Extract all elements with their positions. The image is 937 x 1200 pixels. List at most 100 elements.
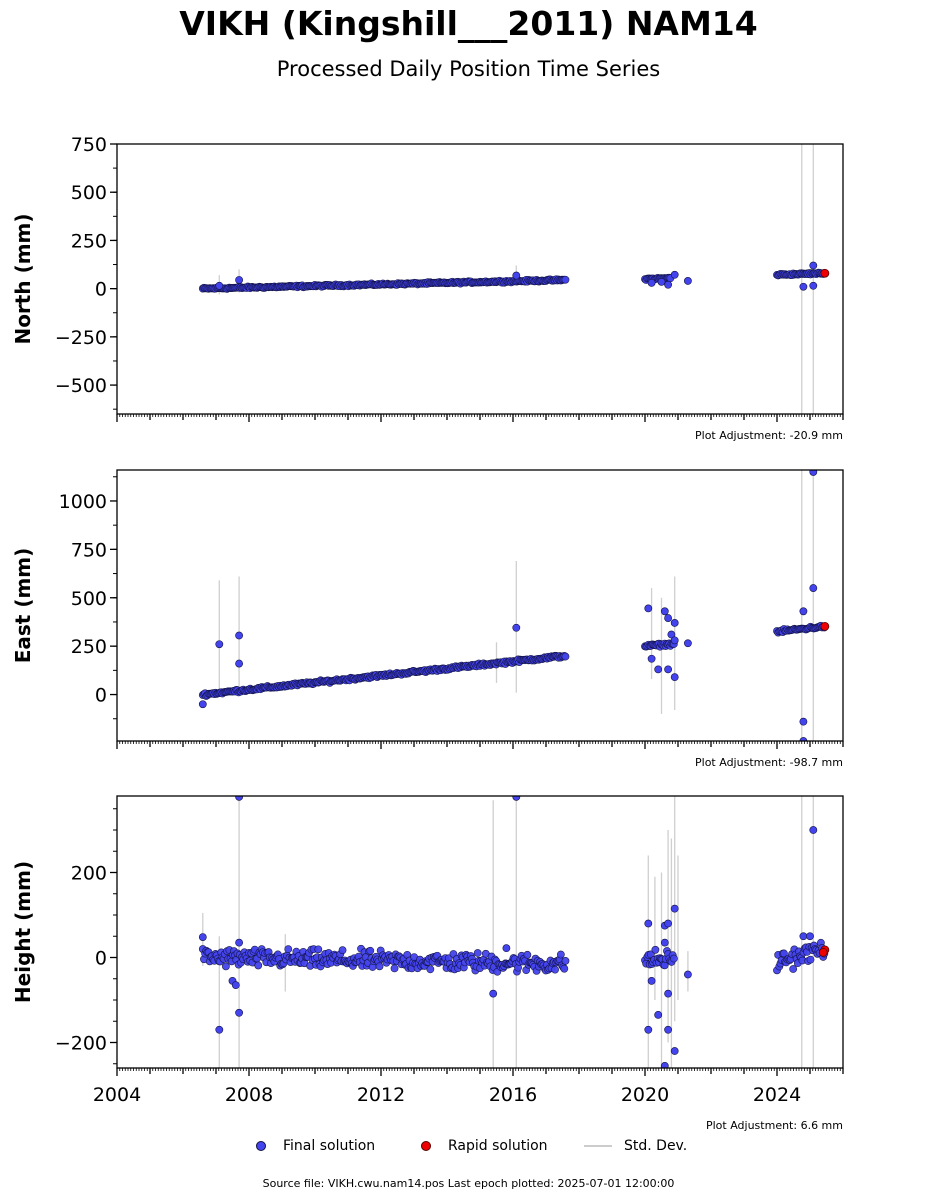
final-solution-point [664, 665, 672, 674]
final-solution-point [647, 976, 656, 985]
final-solution-point [809, 281, 818, 290]
final-solution-point [809, 470, 818, 476]
rapid-solution-marker-icon [421, 1141, 431, 1151]
y-tick-label: 500 [71, 588, 107, 610]
chart-title: VIKH (Kingshill___2011) NAM14 [179, 4, 758, 43]
y-tick-label: 0 [95, 279, 107, 301]
final-solution-point [338, 946, 347, 955]
y-tick-label: 200 [71, 863, 107, 885]
final-solution-point [221, 962, 230, 971]
final-solution-point [809, 261, 818, 270]
y-axis-label: East (mm) [11, 548, 35, 664]
x-tick-label: 2008 [225, 1084, 273, 1106]
rapid-solution-point [818, 948, 828, 957]
plot-adjustment-note: Plot Adjustment: 6.6 mm [706, 1119, 843, 1132]
final-solution-point [512, 796, 521, 801]
final-solution-point [561, 652, 570, 661]
final-solution-point [556, 950, 565, 959]
plot-area [198, 144, 830, 414]
final-solution-point [473, 949, 482, 957]
chart-subtitle: Processed Daily Position Time Series [276, 57, 661, 81]
final-solution-point [314, 945, 323, 954]
final-solution-point [375, 962, 384, 971]
final-solution-point [235, 796, 243, 801]
final-solution-point [684, 639, 692, 648]
final-solution-point [669, 954, 678, 963]
panel-north: 750 500 250 0 −250 −500 North (mm) Plot Adjustm… [11, 134, 844, 442]
final-solution-point [651, 945, 660, 954]
final-solution-point [284, 945, 293, 954]
final-solution-point [799, 282, 808, 291]
final-solution-point [806, 932, 814, 941]
legend-rapid: Rapid solution [421, 1138, 548, 1154]
y-tick-label: −200 [55, 1033, 107, 1055]
y-tick-label: 250 [71, 636, 107, 658]
final-solution-point [660, 1061, 669, 1068]
final-solution-point [512, 271, 521, 280]
final-solution-point [235, 631, 243, 640]
final-solution-point [667, 630, 676, 639]
final-solution-point [198, 933, 207, 941]
final-solution-point [664, 614, 672, 622]
x-tick-label: 2012 [357, 1084, 405, 1106]
y-tick-label: 750 [71, 134, 107, 156]
std-dev-line-icon [584, 1145, 612, 1147]
plot-area [198, 470, 830, 741]
y-tick-label: 250 [71, 230, 107, 252]
final-solution-marker-icon [256, 1141, 266, 1151]
final-solution-point [644, 604, 653, 613]
source-footer: Source file: VIKH.cwu.nam14.pos Last epo… [262, 1177, 675, 1190]
y-tick-label: 500 [71, 182, 107, 204]
final-solution-point [670, 270, 679, 279]
legend-final: Final solution [256, 1138, 375, 1154]
final-solution-point [235, 938, 243, 947]
final-solution-point [799, 932, 808, 941]
y-tick-label: 750 [71, 539, 107, 561]
final-solution-point [670, 1047, 679, 1055]
rapid-solution-point [820, 268, 830, 278]
final-solution-point [647, 654, 656, 663]
final-solution-point [799, 607, 808, 616]
final-solution-point [426, 965, 435, 974]
final-solution-point [561, 957, 570, 965]
final-solution-point [664, 989, 672, 998]
final-solution-point [235, 1008, 243, 1017]
final-solution-point [684, 970, 692, 979]
final-solution-point [235, 276, 243, 284]
final-solution-point [254, 961, 263, 970]
final-solution-point [660, 607, 669, 616]
final-solution-point [366, 946, 375, 955]
y-axis-label: North (mm) [11, 213, 35, 344]
rapid-solution-point [820, 622, 830, 631]
final-solution-point [231, 981, 240, 990]
final-solution-point [789, 965, 798, 973]
plot-frame [116, 795, 844, 1069]
final-solution-point [551, 965, 559, 974]
final-solution-point [235, 659, 243, 668]
final-solution-point [644, 919, 653, 928]
legend-final-label: Final solution [283, 1138, 376, 1154]
final-solution-point [561, 275, 570, 284]
y-tick-label: 0 [95, 948, 107, 970]
final-solution-point [670, 673, 679, 682]
y-tick-label: −250 [55, 327, 107, 349]
plot-adjustment-note: Plot Adjustment: -20.9 mm [695, 429, 843, 442]
final-solution-point [806, 955, 815, 964]
final-solution-point [512, 623, 521, 632]
final-solution-point [523, 950, 532, 959]
final-solution-point [215, 640, 224, 649]
final-solution-point [657, 277, 666, 286]
final-solution-point [809, 584, 818, 592]
final-solution-point [390, 964, 399, 973]
final-solution-point [215, 1025, 224, 1034]
plot-adjustment-note: Plot Adjustment: -98.7 mm [695, 756, 843, 769]
x-tick-label: 2004 [93, 1084, 141, 1106]
plot-area [198, 796, 830, 1068]
final-solution-point [809, 826, 818, 834]
y-tick-label: 1000 [59, 491, 107, 513]
final-solution-point [660, 938, 669, 947]
panel-east: 1000 750 500 250 0 East (mm) Plot Adjustment: … [11, 469, 844, 769]
y-tick-label: 0 [95, 685, 107, 707]
final-solution-point [799, 717, 808, 726]
